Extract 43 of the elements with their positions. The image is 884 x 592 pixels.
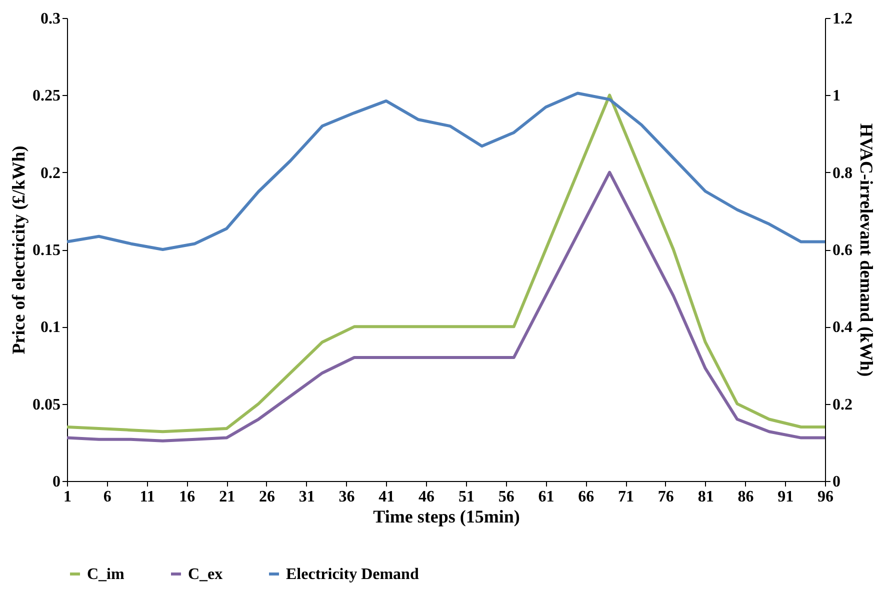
y-tick-label: 0.1 xyxy=(40,319,60,336)
legend-label: C_im xyxy=(87,566,125,583)
y2-tick-label: 0.8 xyxy=(832,164,852,182)
y-tick-label: 0.2 xyxy=(40,164,60,182)
line-series xyxy=(66,170,826,442)
x-tick-label: 76 xyxy=(658,488,674,506)
y-tick-label: 0.25 xyxy=(32,88,60,105)
x-tick-label: 81 xyxy=(698,488,714,506)
x-tick-label: 61 xyxy=(538,488,554,506)
y-axis-title: Price of electricity (£/kWh) xyxy=(8,146,28,354)
legend-label: Electricity Demand xyxy=(286,566,419,583)
y-tick-label: 0.05 xyxy=(32,396,60,414)
x-tick-label: 91 xyxy=(778,488,794,506)
y-tick-label: 0.3 xyxy=(40,10,60,28)
y2-axis-title: HVAC-irrelevant demand (kWh) xyxy=(856,123,876,377)
y2-tick-label: 0.4 xyxy=(832,319,852,336)
x-tick-label: 36 xyxy=(338,488,355,506)
x-tick-label: 21 xyxy=(219,488,236,506)
x-tick-label: 51 xyxy=(458,488,474,506)
x-tick-label: 6 xyxy=(103,488,112,506)
y2-tick-label: 1.2 xyxy=(832,10,852,28)
line-series xyxy=(66,94,826,434)
y-tick-label: 0.15 xyxy=(32,242,60,259)
x-tick-label: 31 xyxy=(298,488,315,506)
x-tick-label: 46 xyxy=(418,488,435,506)
x-tick-label: 1 xyxy=(64,488,72,506)
x-tick-label: 16 xyxy=(179,488,196,506)
y2-tick-label: 0.2 xyxy=(832,396,852,414)
x-tick-label: 96 xyxy=(818,488,834,506)
y-tick-label: 0 xyxy=(52,474,60,490)
x-tick-label: 86 xyxy=(738,488,754,506)
x-tick-label: 66 xyxy=(578,488,594,506)
y2-tick-label: 0.6 xyxy=(832,242,852,259)
legend-label: C_ex xyxy=(188,566,223,583)
x-tick-label: 11 xyxy=(140,488,155,506)
y2-tick-label: 0 xyxy=(832,474,840,490)
x-tick-label: 26 xyxy=(258,488,275,506)
x-tick-label: 41 xyxy=(378,488,395,506)
x-tick-label: 71 xyxy=(618,488,634,506)
x-axis-title: Time steps (15min) xyxy=(373,506,520,526)
x-tick-label: 56 xyxy=(498,488,514,506)
line-series xyxy=(66,92,826,251)
y2-tick-label: 1 xyxy=(832,88,840,105)
